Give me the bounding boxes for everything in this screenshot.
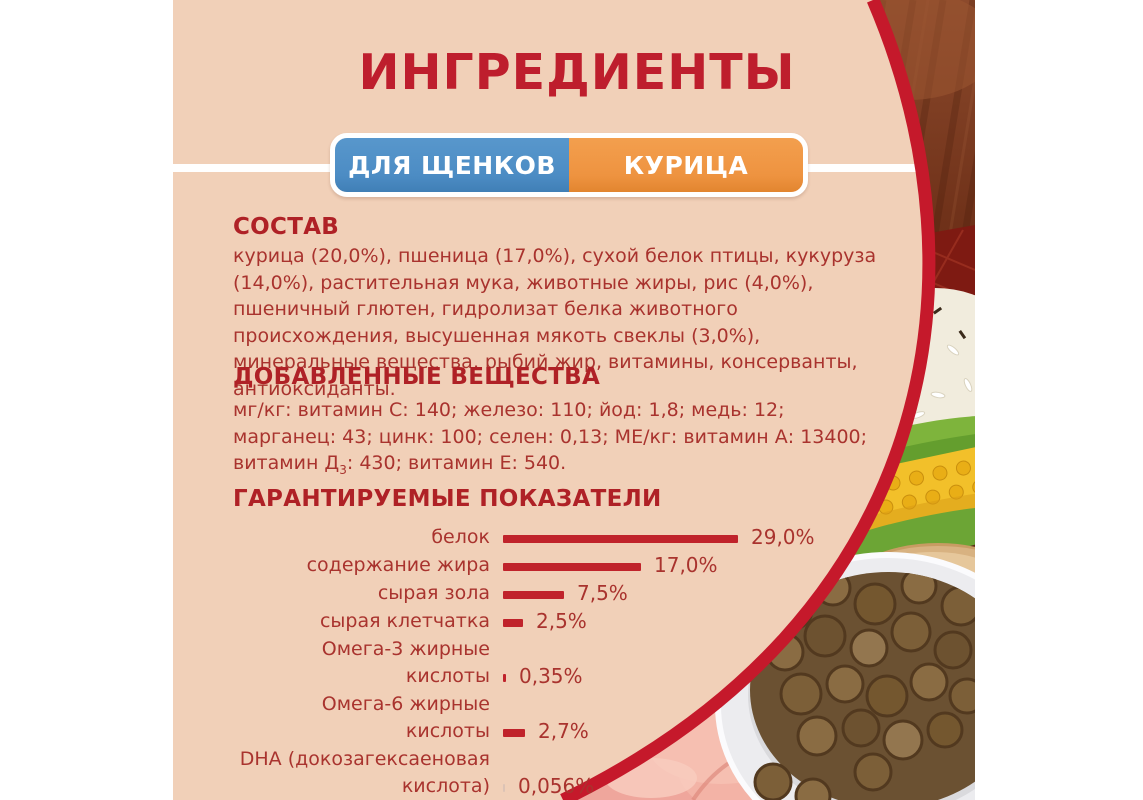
guaranteed-indicators-chart: белок 29,0% содержание жира 17,0% сырая зола…	[233, 524, 873, 800]
chart-bar	[503, 563, 641, 571]
tab-for-puppies-label: ДЛЯ ЩЕНКОВ	[348, 150, 556, 180]
additives-heading: ДОБАВЛЕННЫЕ ВЕЩЕСТВА	[233, 364, 601, 390]
chart-value-label: 2,5%	[536, 609, 587, 633]
additives-text-before: мг/кг: витамин C: 140; железо: 110; йод:…	[233, 399, 868, 474]
tab-chicken[interactable]: КУРИЦА	[569, 138, 803, 192]
chart-row: сырая зола 7,5%	[233, 580, 873, 607]
vitamin-d3-subscript: 3	[339, 462, 347, 477]
chart-bar	[503, 535, 738, 543]
chart-bar	[503, 784, 505, 792]
chart-bar	[503, 729, 525, 737]
chart-row: DHA (докозагексаеновая кислота) 0,056%	[233, 746, 873, 800]
guaranteed-heading: ГАРАНТИРУЕМЫЕ ПОКАЗАТЕЛИ	[233, 486, 662, 512]
tab-for-puppies[interactable]: ДЛЯ ЩЕНКОВ	[335, 138, 569, 192]
chart-category-label: сырая зола	[377, 582, 490, 604]
composition-text: курица (20,0%), пшеница (17,0%), сухой б…	[233, 245, 877, 400]
chart-value-label: 7,5%	[577, 581, 628, 605]
tab-chicken-label: КУРИЦА	[623, 150, 749, 180]
chart-category-label: белок	[431, 526, 490, 548]
additives-text-after: : 430; витамин Е: 540.	[346, 452, 567, 474]
chart-category-label: Омега-3 жирные кислоты	[321, 638, 490, 687]
chart-value-label: 17,0%	[654, 553, 718, 577]
chart-row: белок 29,0%	[233, 524, 873, 551]
chart-bar	[503, 591, 564, 599]
page-title: ИНГРЕДИЕНТЫ	[358, 44, 796, 101]
composition-heading: СОСТАВ	[233, 214, 340, 240]
variant-tabs: ДЛЯ ЩЕНКОВ КУРИЦА	[330, 133, 808, 197]
chart-category-label: сырая клетчатка	[319, 610, 490, 632]
chart-category-label: Омега-6 жирные кислоты	[321, 693, 490, 742]
chart-value-label: 29,0%	[751, 525, 815, 549]
chart-value-label: 0,056%	[518, 774, 595, 798]
additives-text: мг/кг: витамин C: 140; железо: 110; йод:…	[233, 397, 891, 483]
chart-row: сырая клетчатка 2,5%	[233, 608, 873, 635]
chart-bar	[503, 619, 523, 627]
chart-row: Омега-6 жирные кислоты 2,7%	[233, 691, 873, 745]
chart-bar	[503, 674, 506, 682]
chart-row: Омега-3 жирные кислоты 0,35%	[233, 636, 873, 690]
chart-value-label: 2,7%	[538, 719, 589, 743]
chart-category-label: DHA (докозагексаеновая кислота)	[239, 748, 490, 797]
chart-value-label: 0,35%	[519, 664, 583, 688]
chart-row: содержание жира 17,0%	[233, 552, 873, 579]
chart-category-label: содержание жира	[306, 554, 490, 576]
